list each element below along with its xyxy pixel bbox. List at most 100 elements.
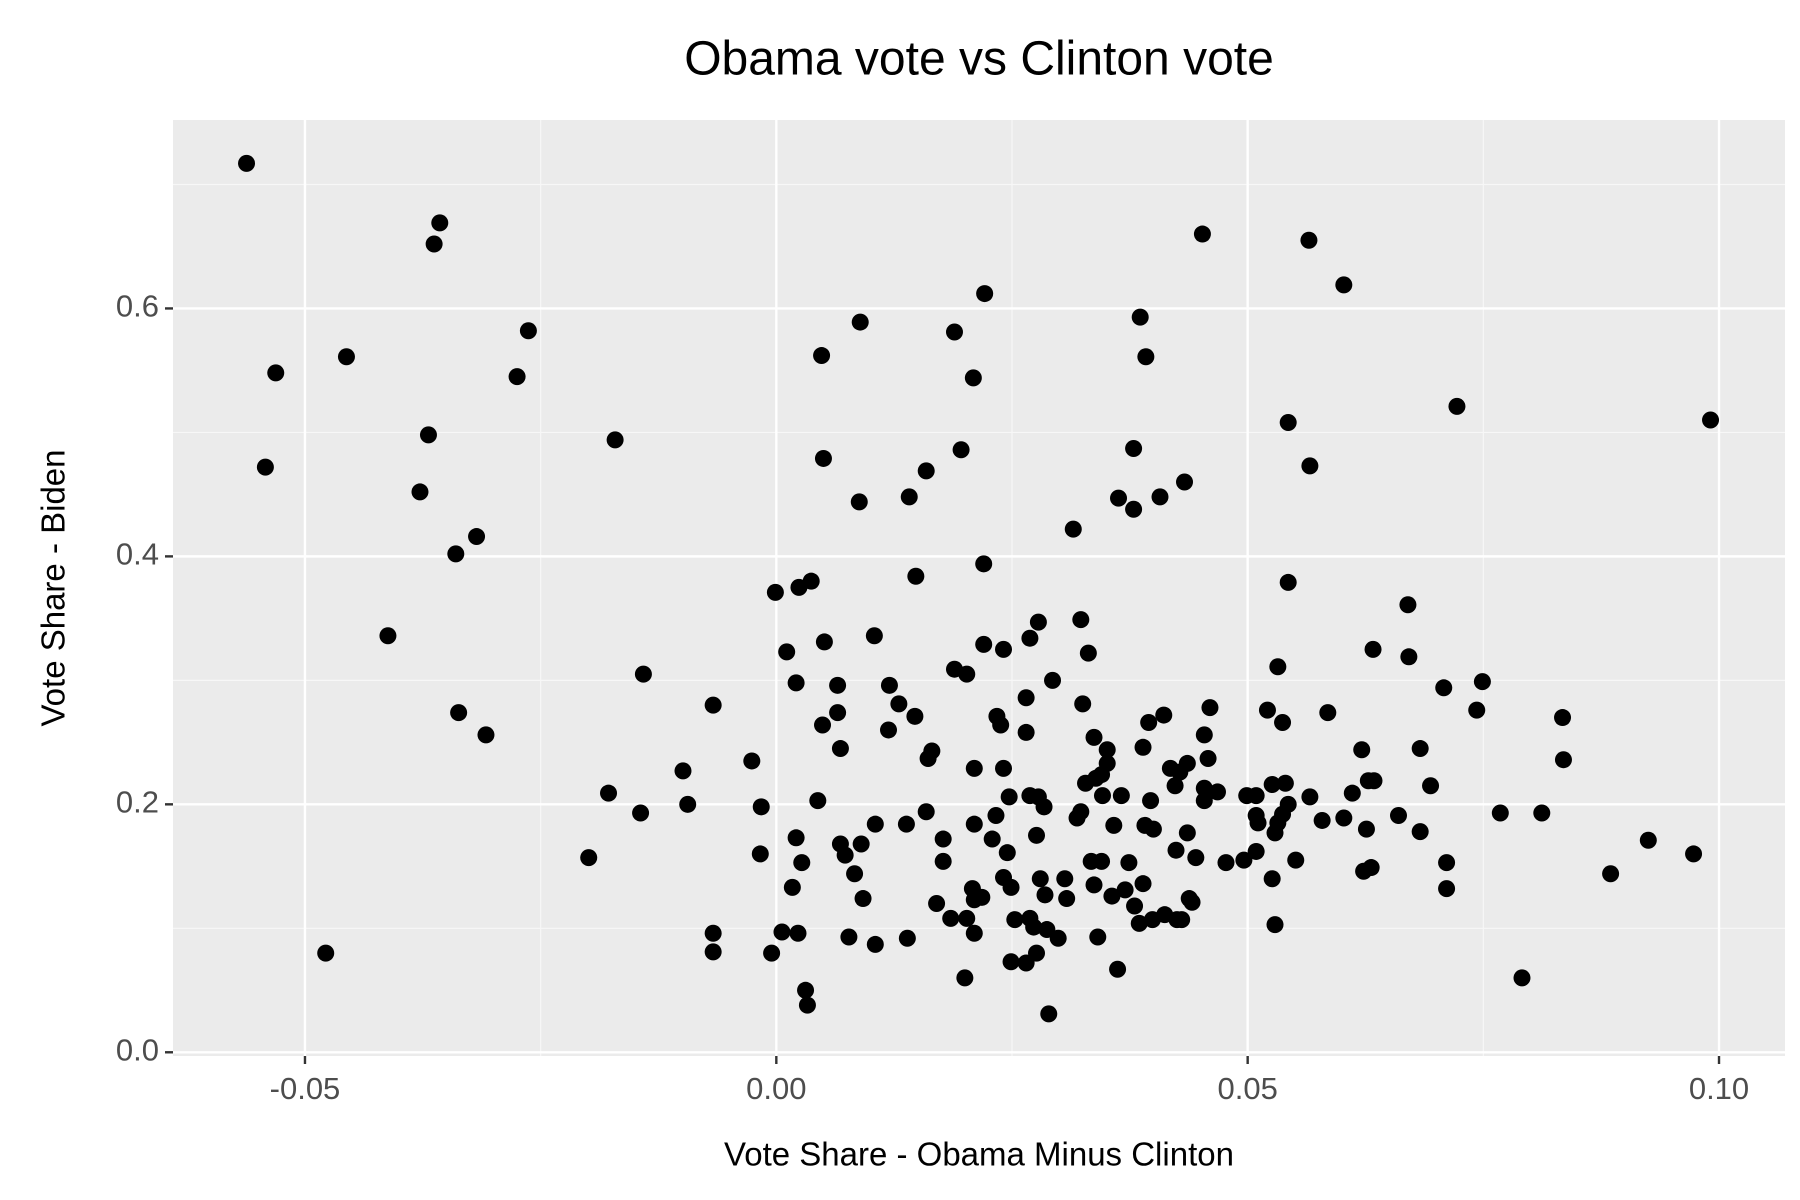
point [973,888,991,906]
point [1199,749,1217,767]
point [752,798,770,816]
point [1357,820,1375,838]
point [1399,596,1417,614]
point [317,944,335,962]
point [965,815,983,833]
x-tick-label: -0.05 [270,1071,341,1106]
y-tick-label: 0.4 [116,537,159,572]
point [829,676,847,694]
point [1134,875,1152,893]
point [1176,473,1194,491]
point [1533,804,1551,822]
point [1025,918,1043,936]
point [1554,751,1572,769]
point [1279,413,1297,431]
point [789,924,807,942]
point [1389,806,1407,824]
y-axis-title: Vote Share - Biden [35,449,72,726]
point [983,830,1001,848]
point [866,935,884,953]
point [1217,854,1235,872]
point [704,943,722,961]
point [1422,777,1440,795]
point [898,929,916,947]
point [1364,640,1382,658]
point [934,852,952,870]
point [917,462,935,480]
point [766,583,784,601]
point [1195,779,1213,797]
point [793,854,811,872]
y-tick-label: 0.0 [116,1032,159,1067]
point [1639,831,1657,849]
point [787,829,805,847]
point [1137,348,1155,366]
y-tick-label: 0.2 [116,785,159,820]
point [1473,673,1491,691]
point [267,364,285,382]
point [829,704,847,722]
point [1335,809,1353,827]
point [1021,629,1039,647]
point [798,996,816,1014]
point [1110,489,1128,507]
point [942,909,960,927]
point [917,803,935,821]
point [850,493,868,511]
point [1140,714,1158,732]
point [1120,854,1138,872]
point [1438,854,1456,872]
point [852,835,870,853]
point [1274,714,1292,732]
point [846,865,864,883]
point [1130,914,1148,932]
point [964,369,982,387]
point [1319,704,1337,722]
point [934,830,952,848]
point [1362,859,1380,877]
point [1195,726,1213,744]
point [1247,842,1265,860]
point [831,740,849,758]
point [1166,777,1184,795]
point [1300,231,1318,249]
point [1002,878,1020,896]
point [783,878,801,896]
point [1017,689,1035,707]
point [773,923,791,941]
x-axis-title: Vote Share - Obama Minus Clinton [724,1136,1234,1173]
point [1028,944,1046,962]
point [256,458,274,476]
point [1178,824,1196,842]
point [1105,816,1123,834]
point [1335,276,1353,294]
point [813,347,831,365]
point [1400,648,1418,666]
point [1435,679,1453,697]
point [880,676,898,694]
point [1353,741,1371,759]
point [1040,1005,1058,1023]
point [928,895,946,913]
point [1017,723,1035,741]
point [634,665,652,683]
point [840,928,858,946]
point [1049,929,1067,947]
point [743,752,761,770]
point [1266,916,1284,934]
point [1491,804,1509,822]
point [1279,573,1297,591]
point [704,696,722,714]
point [965,759,983,777]
point [450,704,468,722]
point [1028,826,1046,844]
point [1313,811,1331,829]
point [851,313,869,331]
point [1125,500,1143,518]
point [975,555,993,573]
point [809,792,827,810]
point [1301,788,1319,806]
point [1269,658,1287,676]
point [1411,823,1429,841]
point [751,845,769,863]
